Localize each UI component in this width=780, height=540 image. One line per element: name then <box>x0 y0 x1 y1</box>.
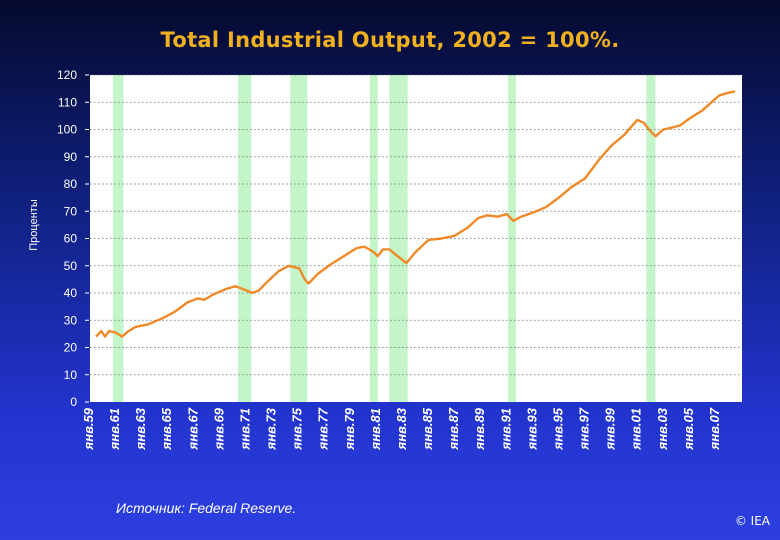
x-axis-ticks: янв.59 янв.61 янв.63 янв.65 янв.67 янв.69 янв.… <box>81 407 722 450</box>
y-tick-label: 60 <box>64 232 78 246</box>
x-tick-label: янв.83 <box>394 407 409 450</box>
x-tick-label: янв.59 <box>81 407 96 450</box>
y-axis-label: Проценты <box>28 199 40 251</box>
x-tick-label: янв.03 <box>655 407 670 450</box>
x-tick-label: янв.81 <box>368 408 383 450</box>
y-tick-label: 100 <box>57 123 77 137</box>
y-tick-label: 10 <box>64 368 78 382</box>
series-line <box>95 90 736 338</box>
x-tick-label: янв.05 <box>681 407 696 450</box>
x-tick-label: янв.87 <box>446 407 461 450</box>
y-tick-label: 20 <box>64 341 78 355</box>
x-tick-label: янв.91 <box>498 408 513 450</box>
x-tick-label: янв.99 <box>603 407 618 450</box>
source-note: Источник: Federal Reserve. <box>116 500 297 516</box>
x-tick-label: янв.69 <box>211 407 226 450</box>
y-tick-label: 0 <box>70 395 77 409</box>
x-tick-label: янв.73 <box>264 407 279 450</box>
grid-lines <box>90 74 742 376</box>
x-tick-label: янв.65 <box>159 407 174 450</box>
x-tick-label: янв.93 <box>524 407 539 450</box>
x-tick-label: янв.75 <box>290 407 305 450</box>
x-tick-label: янв.67 <box>185 407 200 450</box>
x-tick-label: янв.97 <box>577 407 592 450</box>
x-tick-label: янв.79 <box>342 407 357 450</box>
y-tick-label: 120 <box>57 68 77 82</box>
recession-band <box>508 75 516 402</box>
recession-band <box>238 75 252 402</box>
y-tick-label: 30 <box>64 313 78 327</box>
x-tick-label: янв.63 <box>133 407 148 450</box>
y-axis-ticks: 0 10 20 30 40 50 60 70 80 90 100 110 120 <box>57 68 89 409</box>
recession-band <box>369 75 378 402</box>
y-tick-label: 40 <box>64 286 78 300</box>
x-tick-label: янв.71 <box>237 408 252 450</box>
y-tick-label: 110 <box>58 95 77 109</box>
x-tick-label: янв.89 <box>472 407 487 450</box>
x-tick-label: янв.95 <box>550 407 565 450</box>
x-tick-label: янв.01 <box>629 408 644 450</box>
x-tick-label: янв.61 <box>107 408 122 450</box>
x-tick-label: янв.77 <box>316 407 331 450</box>
y-tick-label: 80 <box>64 177 78 191</box>
x-tick-label: янв.85 <box>420 407 435 450</box>
y-tick-label: 90 <box>64 150 78 164</box>
x-tick-label: янв.07 <box>707 407 722 450</box>
y-tick-label: 70 <box>64 204 78 218</box>
y-tick-label: 50 <box>64 259 78 273</box>
copyright-note: © IEA <box>734 514 770 528</box>
chart-title: Total Industrial Output, 2002 = 100%. <box>160 28 620 52</box>
